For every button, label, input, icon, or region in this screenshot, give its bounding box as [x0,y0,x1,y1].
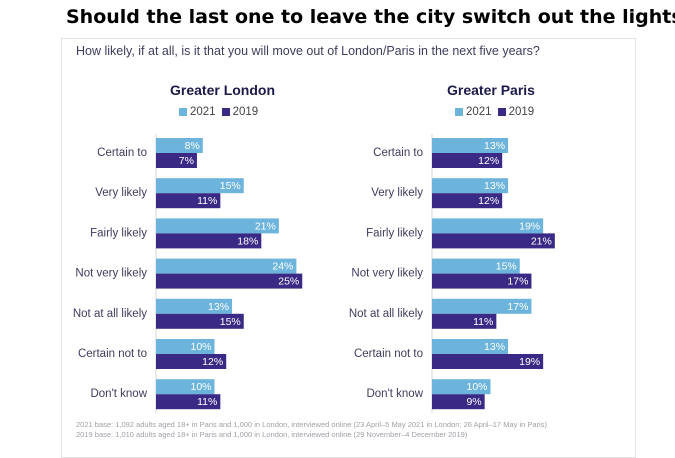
london-bar-2019 [156,313,244,329]
legend-swatch-2019 [497,108,506,116]
paris-bar-2019 [432,233,555,249]
footnote-2021-base: 2021 base: 1,092 adults aged 18+ in Pari… [76,420,547,429]
paris-data-label-2021: 13% [484,341,505,353]
london-bar-2019 [156,193,221,209]
paris-data-label-2021: 15% [496,261,517,273]
legend-swatch-2021 [179,108,187,116]
legend-label-2021: 2021 [190,106,216,118]
london-panel-title: Greater London [170,82,276,98]
london-data-label-2019: 18% [237,235,258,247]
paris-bar-2019 [432,394,485,410]
legend-label-2019: 2019 [232,106,259,118]
london-bar-2019 [156,354,227,369]
paris-bar-2021 [432,339,509,354]
paris-bar-2019 [432,193,503,209]
paris-category-label: Fairly likely [366,227,423,239]
london-data-label-2021: 10% [190,381,211,393]
paris-category-label: Very likely [371,187,423,199]
london-legend: 2021 2019 [179,106,264,118]
paris-category-label: Certain not to [354,348,423,360]
london-data-label-2019: 11% [197,396,217,408]
paris-data-label-2019: 9% [466,396,481,408]
paris-legend: 2021 2019 [455,106,540,118]
london-data-label-2019: 12% [202,356,223,368]
paris-bar-2021 [432,298,532,314]
paris-bar-2021 [432,178,509,194]
london-data-label-2019: 25% [278,276,299,288]
paris-bar-2021 [432,379,491,395]
london-category-label: Certain to [97,147,147,159]
paris-data-label-2019: 19% [519,356,540,368]
london-category-label: Fairly likely [90,227,147,239]
london-data-label-2019: 7% [179,155,194,167]
london-category-label: Don't know [90,388,147,400]
paris-bar-2021 [432,138,509,153]
paris-panel-title: Greater Paris [447,82,535,98]
paris-category-label: Not very likely [351,268,423,280]
london-bar-2019 [156,394,221,410]
london-bar-2021 [156,298,233,314]
paris-data-label-2019: 17% [507,276,528,288]
paris-data-label-2019: 12% [478,195,499,207]
london-data-label-2021: 10% [190,341,211,353]
legend-swatch-2021 [455,108,463,116]
london-data-label-2021: 8% [185,140,200,152]
paris-bar-2019 [432,153,503,168]
london-bar-2019 [156,233,262,249]
paris-bar-2021 [432,258,520,274]
london-bar-2021 [156,138,203,153]
footnote-2019-base: 2019 base: 1,010 adults aged 18+ in Pari… [76,430,468,439]
paris-category-label: Certain to [373,147,423,159]
paris-data-label-2021: 10% [466,381,487,393]
headline-title: Should the last one to leave the city sw… [66,6,675,28]
paris-data-label-2019: 11% [473,316,493,328]
london-bar-2019 [156,153,197,168]
london-bar-2021 [156,339,215,354]
paris-data-label-2021: 13% [484,140,505,152]
london-data-label-2021: 21% [255,220,276,232]
legend-swatch-2019 [221,108,230,116]
survey-question: How likely, if at all, is it that you wi… [76,44,540,58]
paris-bar-2021 [432,218,544,234]
legend-label-2021: 2021 [466,106,492,118]
london-category-label: Not at all likely [73,308,147,320]
paris-data-label-2021: 17% [507,301,528,313]
london-category-label: Very likely [95,187,147,199]
paris-bar-2019 [432,313,497,329]
paris-data-label-2021: 13% [484,180,505,192]
london-data-label-2021: 15% [220,180,241,192]
paris-data-label-2021: 19% [519,220,540,232]
london-bar-2021 [156,178,244,194]
london-category-label: Not very likely [75,268,147,280]
london-bar-2019 [156,273,303,289]
london-data-label-2019: 15% [220,316,241,328]
london-data-label-2021: 13% [208,301,229,313]
legend-label-2019: 2019 [508,106,535,118]
london-bar-2021 [156,258,297,274]
paris-data-label-2019: 12% [478,155,499,167]
london-data-label-2021: 24% [272,261,293,273]
london-category-label: Certain not to [78,348,147,360]
paris-data-label-2019: 21% [531,235,552,247]
paris-bar-2019 [432,273,532,289]
paris-category-label: Not at all likely [349,308,423,320]
london-bar-2021 [156,379,215,395]
paris-bar-2019 [432,354,544,369]
paris-category-label: Don't know [366,388,423,400]
london-bar-2021 [156,218,279,234]
london-data-label-2019: 11% [197,195,217,207]
